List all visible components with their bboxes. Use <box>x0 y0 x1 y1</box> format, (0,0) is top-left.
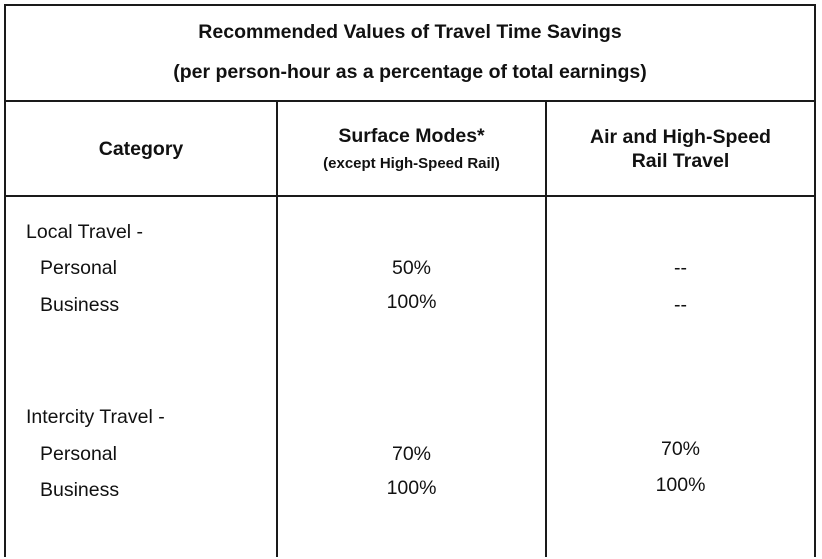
group-label-local: Local Travel - <box>26 221 144 243</box>
cell-local-business-surface: 100% <box>386 291 437 313</box>
cell-local-personal-surface: 50% <box>391 257 432 279</box>
surface-header-label: Surface Modes* <box>338 124 485 147</box>
row-label-local-personal: Personal <box>40 257 117 279</box>
column-header-category: Category <box>6 102 276 195</box>
column-divider-2 <box>545 102 547 557</box>
air-header-line-2: Rail Travel <box>631 149 730 172</box>
column-header-surface-modes: Surface Modes* (except High-Speed Rail) <box>278 102 545 195</box>
cell-intercity-personal-surface: 70% <box>391 443 432 465</box>
air-header-line-1: Air and High-Speed <box>590 125 771 148</box>
table-frame: Recommended Values of Travel Time Saving… <box>4 4 816 557</box>
column-divider-1 <box>276 102 278 557</box>
title-line-1: Recommended Values of Travel Time Saving… <box>198 21 622 43</box>
row-label-intercity-business: Business <box>40 479 120 501</box>
cell-intercity-business-air: 100% <box>655 474 706 496</box>
cell-intercity-personal-air: 70% <box>660 438 701 460</box>
title-line-2: (per person-hour as a percentage of tota… <box>173 61 647 83</box>
row-label-local-business: Business <box>40 294 120 316</box>
cell-local-business-air: -- <box>674 294 687 316</box>
column-header-row: Category Surface Modes* (except High-Spe… <box>6 102 814 197</box>
table-title: Recommended Values of Travel Time Saving… <box>6 6 814 102</box>
category-header-label: Category <box>98 137 184 160</box>
cell-local-personal-air: -- <box>674 257 687 279</box>
column-header-air-hsr: Air and High-Speed Rail Travel <box>547 102 814 195</box>
surface-header-note: (except High-Speed Rail) <box>323 154 500 172</box>
group-label-intercity: Intercity Travel - <box>26 406 165 428</box>
cell-intercity-business-surface: 100% <box>386 477 437 499</box>
row-label-intercity-personal: Personal <box>40 443 117 465</box>
